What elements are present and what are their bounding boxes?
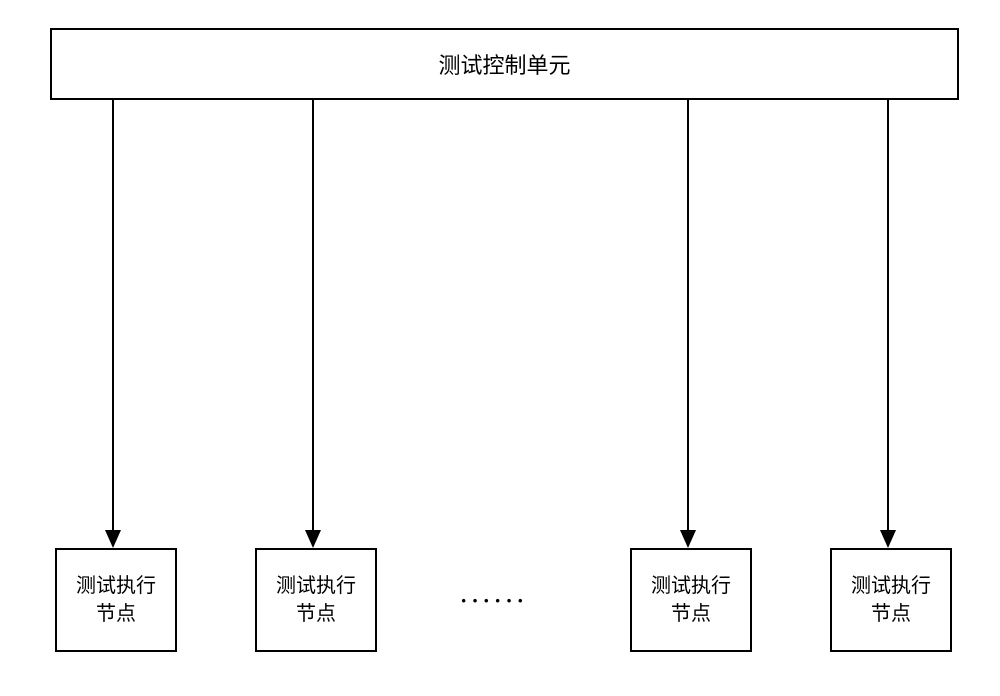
arrow-head-0 [105,530,121,548]
arrow-line-1 [312,98,314,530]
arrow-line-3 [887,98,889,530]
exec-node-label: 测试执行 节点 [276,572,356,628]
control-unit-label: 测试控制单元 [438,48,570,80]
exec-node-label: 测试执行 节点 [651,572,731,628]
control-unit-box: 测试控制单元 [50,28,959,100]
arrow-line-0 [112,98,114,530]
exec-node-label: 测试执行 节点 [76,572,156,628]
exec-node-box-2: 测试执行 节点 [630,548,752,652]
arrow-head-3 [880,530,896,548]
exec-node-box-3: 测试执行 节点 [830,548,952,652]
arrow-head-1 [305,530,321,548]
exec-node-label: 测试执行 节点 [851,572,931,628]
exec-node-box-1: 测试执行 节点 [255,548,377,652]
arrow-head-2 [680,530,696,548]
arrow-line-2 [687,98,689,530]
exec-node-box-0: 测试执行 节点 [55,548,177,652]
ellipsis-dots: ······ [460,588,528,614]
